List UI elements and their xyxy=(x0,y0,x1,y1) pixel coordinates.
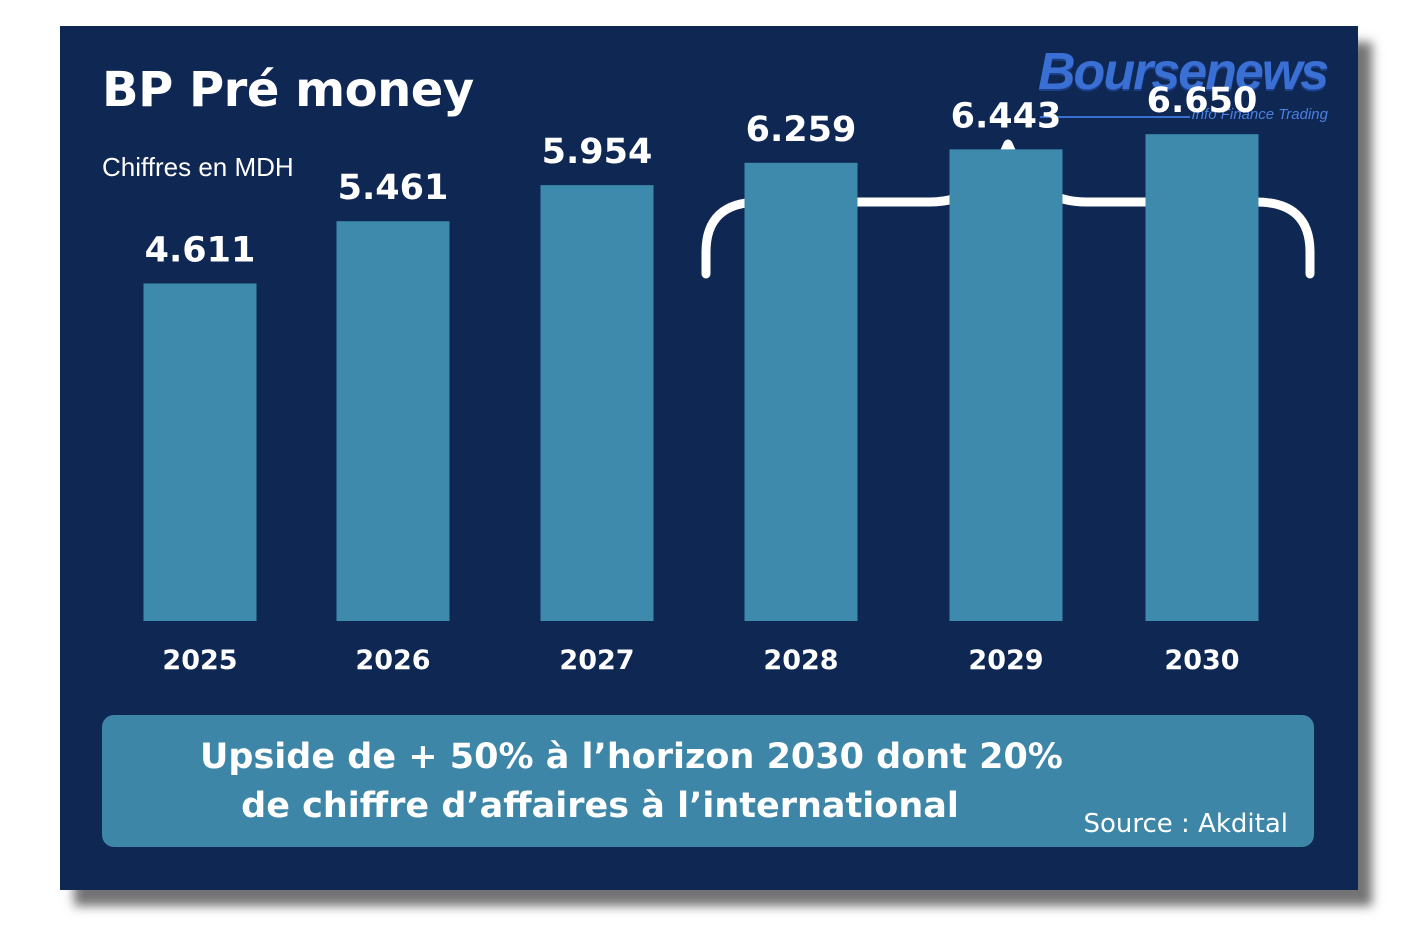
logo-underline xyxy=(1040,116,1190,118)
data-label-2026: 5.461 xyxy=(338,168,449,208)
chart-subtitle: Chiffres en MDH xyxy=(102,152,294,182)
bar-2029 xyxy=(949,149,1063,621)
logo-wordmark: Boursenews xyxy=(1038,43,1329,101)
x-tick-label-2025: 2025 xyxy=(162,645,237,676)
data-label-2027: 5.954 xyxy=(542,132,653,172)
summary-banner: Upside de + 50% à l’horizon 2030 dont 20… xyxy=(102,715,1314,847)
data-label-2030: 6.650 xyxy=(1147,81,1258,121)
data-label-2029: 6.443 xyxy=(951,96,1062,136)
bar-2027 xyxy=(540,185,654,622)
banner-line-1: Upside de + 50% à l’horizon 2030 dont 20… xyxy=(200,737,1063,777)
bar-2026 xyxy=(336,221,450,621)
boursenews-logo: Boursenews Info Finance Trading xyxy=(1038,42,1338,132)
data-label-2025: 4.611 xyxy=(145,230,256,270)
x-tick-label-2030: 2030 xyxy=(1164,645,1239,676)
chart-title: BP Pré money xyxy=(102,62,474,118)
banner-line-2: de chiffre d’affaires à l’international xyxy=(241,786,959,826)
x-tick-label-2029: 2029 xyxy=(968,645,1043,676)
logo-tagline: Info Finance Trading xyxy=(1191,106,1328,123)
chart-card: BP Pré money Chiffres en MDH Boursenews … xyxy=(60,26,1358,890)
x-tick-label-2028: 2028 xyxy=(763,645,838,676)
bracket-annotation xyxy=(701,139,1315,279)
x-tick-label-2027: 2027 xyxy=(559,645,634,676)
source-label: Source : Akdital xyxy=(1083,809,1288,839)
bar-2028 xyxy=(744,162,858,622)
bar-2025 xyxy=(143,283,257,621)
data-label-2028: 6.259 xyxy=(746,110,857,150)
x-tick-label-2026: 2026 xyxy=(355,645,430,676)
bar-2030 xyxy=(1145,134,1259,621)
bar-chart: 4.611 2025 5.461 2026 5.954 2027 6.259 2028 6.44… xyxy=(143,81,1315,676)
